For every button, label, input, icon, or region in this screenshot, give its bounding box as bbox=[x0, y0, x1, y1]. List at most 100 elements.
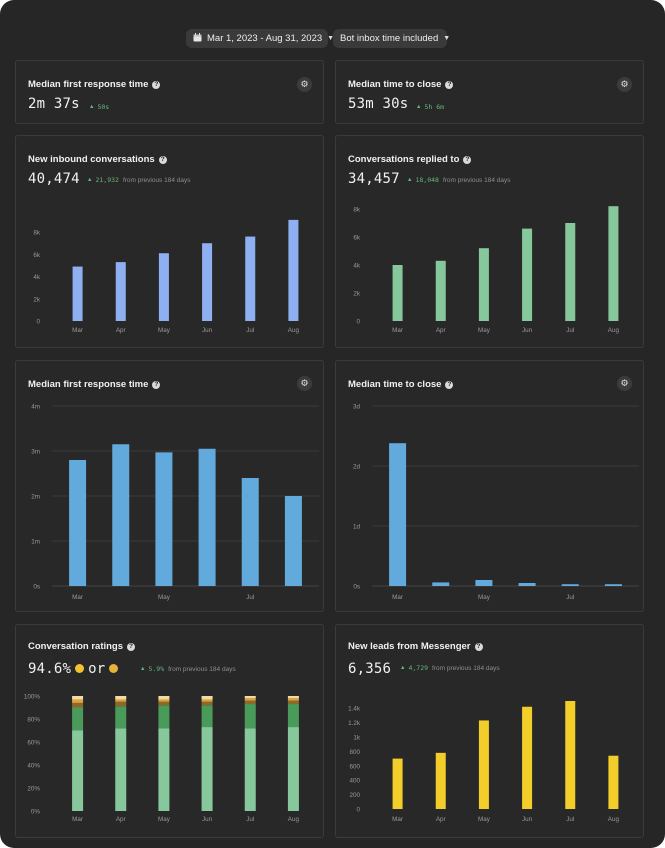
bar-segment-great bbox=[72, 707, 84, 731]
y-tick-label: 20% bbox=[27, 786, 40, 793]
chevron-down-icon: ▼ bbox=[327, 35, 335, 42]
y-tick-label: 2k bbox=[353, 291, 361, 298]
delta-label: from previous 184 days bbox=[168, 665, 236, 673]
gear-icon[interactable]: ⚙ bbox=[297, 376, 312, 391]
help-icon[interactable]: ? bbox=[474, 642, 483, 651]
y-tick-label: 4k bbox=[33, 274, 41, 281]
metric-delta: ▲ 21,932 from previous 184 days bbox=[87, 176, 191, 184]
x-tick-label: May bbox=[158, 594, 171, 601]
bar bbox=[478, 720, 489, 809]
x-tick-label: Jul bbox=[246, 327, 254, 334]
metric-value: 94.6% or bbox=[28, 661, 122, 677]
y-tick-label: 0 bbox=[36, 319, 40, 326]
gear-icon[interactable]: ⚙ bbox=[617, 77, 632, 92]
y-tick-label: 6k bbox=[353, 235, 361, 242]
x-tick-label: Aug bbox=[288, 327, 300, 334]
kpi-first-response-card: Median first response time ? ⚙ 2m 37s ▲ … bbox=[15, 60, 324, 124]
ratings-stacked-chart: 0% 20% 40% 60% 80% 100% Mar Apr May Jun Jul Aug bbox=[24, 694, 300, 824]
y-tick-label: 2d bbox=[353, 464, 361, 471]
delta-label: from previous 184 days bbox=[442, 176, 511, 184]
bar-segment-terrible bbox=[158, 696, 170, 700]
y-tick-label: 4m bbox=[31, 404, 40, 411]
help-icon[interactable]: ? bbox=[152, 80, 161, 89]
card-title: Median time to close ? bbox=[348, 379, 454, 390]
help-icon[interactable]: ? bbox=[158, 155, 167, 164]
bar bbox=[518, 583, 536, 586]
card-title-text: New inbound conversations bbox=[28, 154, 155, 165]
card-title-text: New leads from Messenger bbox=[348, 641, 471, 652]
y-tick-label: 400 bbox=[349, 778, 360, 785]
help-icon[interactable]: ? bbox=[127, 642, 136, 651]
y-tick-label: 1.2k bbox=[348, 720, 361, 727]
help-icon[interactable]: ? bbox=[463, 155, 472, 164]
bar-segment-ok bbox=[287, 700, 299, 705]
x-tick-label: Aug bbox=[608, 816, 620, 823]
date-range-picker[interactable]: Mar 1, 2023 - Aug 31, 2023 ▼ bbox=[186, 29, 334, 48]
bar-segment-ok bbox=[115, 701, 127, 707]
x-tick-label: Apr bbox=[116, 327, 126, 334]
y-tick-label: 0% bbox=[31, 809, 41, 816]
bar bbox=[565, 701, 576, 809]
card-title-text: Median time to close bbox=[348, 79, 442, 90]
x-tick-label: May bbox=[158, 327, 171, 334]
bar bbox=[155, 452, 173, 586]
kpi-delta: ▲ 5h 6m bbox=[416, 103, 448, 111]
y-tick-label: 8k bbox=[353, 207, 361, 214]
bar-segment-great bbox=[115, 706, 127, 729]
y-tick-label: 4k bbox=[353, 263, 361, 270]
x-tick-label: Apr bbox=[436, 816, 446, 823]
card-title-text: Median first response time bbox=[28, 379, 149, 390]
help-icon[interactable]: ? bbox=[152, 380, 161, 389]
y-tick-label: 0 bbox=[356, 319, 360, 326]
x-tick-label: Jun bbox=[522, 327, 533, 334]
card-title: Conversation ratings ? bbox=[28, 641, 136, 652]
bar bbox=[522, 706, 533, 809]
bar bbox=[245, 236, 256, 321]
bar bbox=[241, 478, 259, 586]
arrow-up-icon: ▲ bbox=[89, 104, 95, 110]
kpi-value: 53m 30s bbox=[348, 96, 409, 112]
bar bbox=[565, 223, 576, 321]
gear-icon[interactable]: ⚙ bbox=[297, 77, 312, 92]
ratings-value: 94.6% bbox=[28, 661, 72, 677]
bar-segment-ok bbox=[158, 701, 170, 706]
first-response-chart-card: Median first response time ? ⚙ 0s 1m 2m 3m 4… bbox=[15, 360, 324, 612]
metric-delta: ▲ 18,048 from previous 184 days bbox=[407, 176, 511, 184]
arrow-up-icon: ▲ bbox=[416, 104, 422, 110]
bar-segment-amazing bbox=[244, 728, 256, 811]
x-tick-label: Mar bbox=[392, 594, 403, 601]
bar-segment-amazing bbox=[201, 727, 213, 811]
card-title-text: Median time to close bbox=[348, 379, 442, 390]
bar bbox=[392, 758, 403, 809]
metric-value: 34,457 bbox=[348, 171, 400, 187]
x-tick-label: May bbox=[478, 327, 491, 334]
bot-inbox-filter[interactable]: Bot inbox time included ▼ bbox=[333, 29, 451, 48]
y-tick-label: 8k bbox=[33, 230, 41, 237]
inbound-bar-chart: 0 2k 4k 6k 8k Mar Apr May Jun Jul Aug bbox=[33, 219, 300, 334]
card-title: New leads from Messenger ? bbox=[348, 641, 483, 652]
arrow-up-icon: ▲ bbox=[407, 177, 413, 183]
metric-delta: ▲ 5.9% from previous 184 days bbox=[140, 665, 236, 673]
card-title: Median first response time ? bbox=[28, 79, 161, 90]
gear-icon[interactable]: ⚙ bbox=[617, 376, 632, 391]
x-tick-label: Apr bbox=[116, 816, 126, 823]
bar bbox=[432, 582, 450, 586]
help-icon[interactable]: ? bbox=[445, 80, 454, 89]
bar-segment-bad bbox=[158, 699, 170, 702]
bar-segment-terrible bbox=[201, 696, 213, 700]
bar bbox=[608, 206, 619, 321]
chevron-down-icon: ▼ bbox=[443, 35, 451, 42]
y-tick-label: 800 bbox=[349, 749, 360, 756]
metric-delta: ▲ 4,729 from previous 184 days bbox=[400, 664, 500, 672]
help-icon[interactable]: ? bbox=[445, 380, 454, 389]
bar bbox=[72, 266, 83, 321]
bar bbox=[561, 584, 579, 586]
card-title-text: Conversation ratings bbox=[28, 641, 124, 652]
bar bbox=[475, 580, 493, 586]
messenger-leads-card: New leads from Messenger ? 6,356 ▲ 4,729… bbox=[335, 624, 644, 838]
bar bbox=[478, 248, 489, 321]
x-tick-label: Mar bbox=[392, 816, 403, 823]
card-title-text: Median first response time bbox=[28, 79, 149, 90]
kpi-time-to-close-card: Median time to close ? ⚙ 53m 30s ▲ 5h 6m bbox=[335, 60, 644, 124]
